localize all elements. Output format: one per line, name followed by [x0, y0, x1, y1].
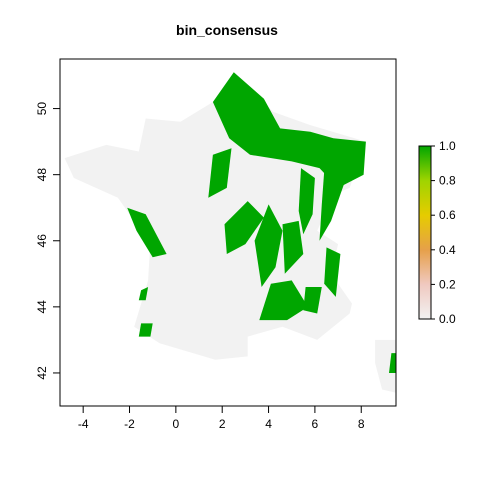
legend-tick-label: 0.0 [439, 312, 456, 326]
x-tick-label: -4 [78, 417, 89, 431]
x-axis: -4 -2 0 2 4 6 8 [78, 405, 365, 431]
presence-region-9 [259, 280, 308, 321]
map-layer [64, 72, 396, 393]
y-tick-label: 42 [35, 366, 49, 380]
legend-tick-label: 0.4 [439, 243, 456, 257]
presence-region-1 [208, 148, 232, 198]
presence-region-7 [127, 207, 167, 258]
presence-region-0 [212, 72, 366, 188]
presence-region-6 [282, 220, 304, 274]
y-axis: 42 44 46 48 50 [35, 102, 61, 380]
presence-region-8 [324, 247, 341, 297]
legend-color-bar [418, 145, 432, 320]
x-tick-label: 8 [358, 417, 365, 431]
x-tick-label: 0 [173, 417, 180, 431]
y-tick-label: 46 [35, 234, 49, 248]
presence-region-13 [389, 353, 396, 373]
presence-region-4 [224, 201, 264, 254]
color-legend: 0.0 0.2 0.4 0.6 0.8 1.0 [418, 139, 456, 326]
legend-tick-label: 0.6 [439, 208, 456, 222]
chart-title: bin_consensus [176, 22, 278, 38]
legend-tick-label: 0.8 [439, 174, 456, 188]
background-region-1 [375, 339, 396, 393]
legend-tick-label: 1.0 [439, 139, 456, 153]
x-tick-label: -2 [124, 417, 135, 431]
y-tick-label: 44 [35, 300, 49, 314]
presence-region-12 [303, 287, 322, 314]
x-tick-label: 2 [219, 417, 226, 431]
presence-region-2 [298, 168, 315, 235]
y-tick-label: 50 [35, 102, 49, 116]
presence-region-11 [138, 323, 153, 337]
legend-tick-label: 0.2 [439, 277, 456, 291]
y-tick-label: 48 [35, 168, 49, 182]
presence-region-3 [319, 171, 345, 241]
x-tick-label: 4 [265, 417, 272, 431]
presence-region-10 [138, 287, 149, 301]
presence-region-5 [254, 204, 283, 287]
x-tick-label: 6 [312, 417, 319, 431]
